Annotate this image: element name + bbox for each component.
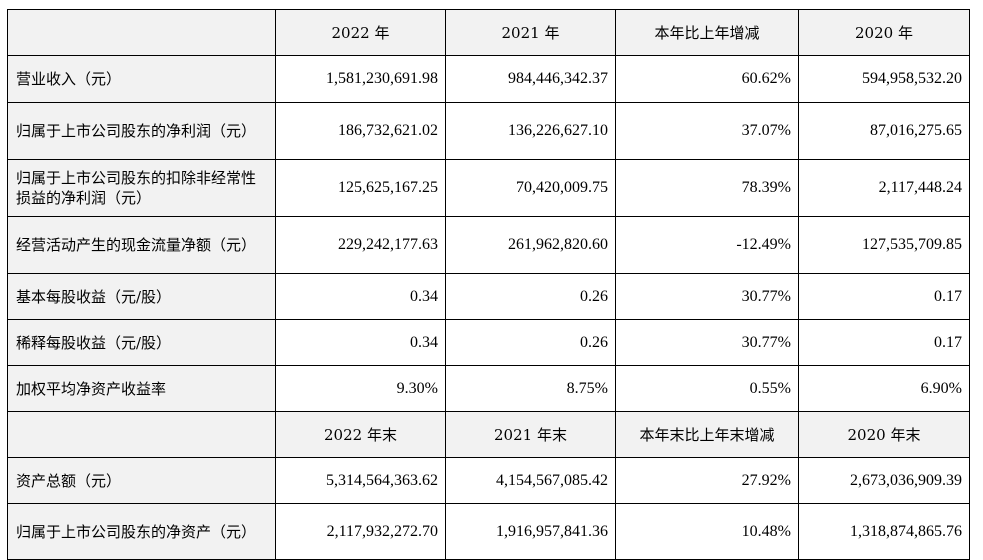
header-2020-end: 2020 年末 [798,411,970,458]
cell-change: 30.77% [615,319,799,366]
row-label: 经营活动产生的现金流量净额（元） [7,216,276,274]
cell-2022-end: 5,314,564,363.62 [275,457,446,504]
cell-change: -12.49% [615,216,799,274]
row-label: 归属于上市公司股东的净资产（元） [7,503,276,560]
financial-summary-table: 2022 年 2021 年 本年比上年增减 2020 年 营业收入（元） 1,5… [7,9,970,560]
row-label: 加权平均净资产收益率 [7,365,276,412]
cell-2022: 125,625,167.25 [275,159,446,217]
table-row: 归属于上市公司股东的净利润（元） 186,732,621.02 136,226,… [7,102,970,160]
cell-2020: 2,117,448.24 [798,159,970,217]
cell-change: 0.55% [615,365,799,412]
table-row: 基本每股收益（元/股） 0.34 0.26 30.77% 0.17 [7,273,970,320]
cell-change: 30.77% [615,273,799,320]
cell-change: 78.39% [615,159,799,217]
cell-2021-end: 1,916,957,841.36 [445,503,616,560]
header-row-year-end: 2022 年末 2021 年末 本年末比上年末增减 2020 年末 [7,411,970,458]
cell-2022: 229,242,177.63 [275,216,446,274]
header-corner-cell [7,411,276,458]
cell-2020: 0.17 [798,273,970,320]
cell-change: 10.48% [615,503,799,560]
table-row: 资产总额（元） 5,314,564,363.62 4,154,567,085.4… [7,457,970,504]
cell-change: 37.07% [615,102,799,160]
cell-2022: 1,581,230,691.98 [275,55,446,103]
header-year-end-change: 本年末比上年末增减 [615,411,799,458]
header-2022: 2022 年 [275,9,446,56]
header-2021: 2021 年 [445,9,616,56]
cell-change: 60.62% [615,55,799,103]
row-label: 基本每股收益（元/股） [7,273,276,320]
cell-2020: 87,016,275.65 [798,102,970,160]
cell-2020-end: 2,673,036,909.39 [798,457,970,504]
header-2022-end: 2022 年末 [275,411,446,458]
row-label: 归属于上市公司股东的净利润（元） [7,102,276,160]
cell-2021: 136,226,627.10 [445,102,616,160]
cell-2020: 0.17 [798,319,970,366]
table-row: 经营活动产生的现金流量净额（元） 229,242,177.63 261,962,… [7,216,970,274]
cell-2020: 127,535,709.85 [798,216,970,274]
cell-2022: 9.30% [275,365,446,412]
cell-2022: 0.34 [275,273,446,320]
row-label: 营业收入（元） [7,55,276,103]
cell-2021: 0.26 [445,273,616,320]
cell-2022: 0.34 [275,319,446,366]
header-2020: 2020 年 [798,9,970,56]
table-row: 归属于上市公司股东的净资产（元） 2,117,932,272.70 1,916,… [7,503,970,560]
table-row: 加权平均净资产收益率 9.30% 8.75% 0.55% 6.90% [7,365,970,412]
row-label: 资产总额（元） [7,457,276,504]
cell-2021: 0.26 [445,319,616,366]
table-row: 归属于上市公司股东的扣除非经常性损益的净利润（元） 125,625,167.25… [7,159,970,217]
row-label: 稀释每股收益（元/股） [7,319,276,366]
row-label: 归属于上市公司股东的扣除非经常性损益的净利润（元） [7,159,276,217]
cell-2021: 70,420,009.75 [445,159,616,217]
cell-2021: 8.75% [445,365,616,412]
cell-2020: 594,958,532.20 [798,55,970,103]
table-row: 稀释每股收益（元/股） 0.34 0.26 30.77% 0.17 [7,319,970,366]
cell-2021: 984,446,342.37 [445,55,616,103]
cell-2022-end: 2,117,932,272.70 [275,503,446,560]
cell-2020-end: 1,318,874,865.76 [798,503,970,560]
header-corner-cell [7,9,276,56]
cell-change: 27.92% [615,457,799,504]
header-row-annual: 2022 年 2021 年 本年比上年增减 2020 年 [7,9,970,56]
cell-2021: 261,962,820.60 [445,216,616,274]
cell-2022: 186,732,621.02 [275,102,446,160]
header-yoy-change: 本年比上年增减 [615,9,799,56]
cell-2020: 6.90% [798,365,970,412]
header-2021-end: 2021 年末 [445,411,616,458]
table-row: 营业收入（元） 1,581,230,691.98 984,446,342.37 … [7,55,970,103]
cell-2021-end: 4,154,567,085.42 [445,457,616,504]
